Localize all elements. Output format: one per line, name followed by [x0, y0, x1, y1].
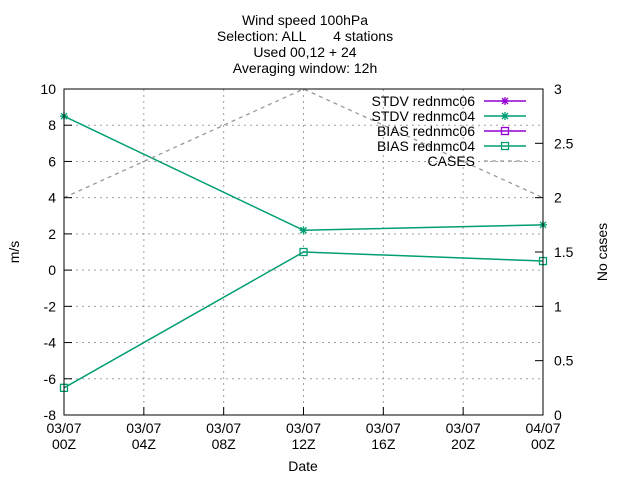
x-tick-label-hour: 00Z — [52, 436, 77, 452]
legend-label: STDV rednmc04 — [372, 108, 476, 124]
x-tick-label-date: 03/07 — [126, 420, 161, 436]
y2-tick-label: 1 — [554, 298, 562, 314]
x-tick-label-hour: 20Z — [451, 436, 476, 452]
data-point — [299, 226, 308, 235]
chart-title-line-2: Selection: ALL 4 stations — [216, 28, 394, 44]
legend-marker — [501, 112, 509, 120]
marker-stroke — [501, 97, 509, 105]
x-tick-label-hour: 12Z — [291, 436, 316, 452]
legend-label: CASES — [428, 153, 475, 169]
data-point — [299, 247, 308, 257]
x-tick-label-hour: 00Z — [531, 436, 556, 452]
x-tick-label-hour: 08Z — [212, 436, 237, 452]
legend-label: STDV rednmc06 — [372, 93, 476, 109]
x-axis-label: Date — [288, 458, 318, 474]
y2-tick-label: 3 — [554, 81, 562, 97]
legend-marker — [501, 97, 509, 105]
y-tick-label: -8 — [44, 407, 57, 423]
y-tick-label: 8 — [48, 117, 56, 133]
x-tick-label-date: 03/07 — [46, 420, 81, 436]
x-tick-label-date: 03/07 — [446, 420, 481, 436]
chart-title-line-4: Averaging window: 12h — [232, 60, 378, 76]
x-tick-label-date: 03/07 — [286, 420, 321, 436]
x-tick-label-date: 04/07 — [525, 420, 560, 436]
legend-marker — [500, 141, 510, 151]
y-tick-label: 10 — [40, 81, 56, 97]
marker-stroke — [501, 112, 509, 120]
y-tick-label: -2 — [44, 298, 57, 314]
y2-tick-label: 2 — [554, 190, 562, 206]
x-tick-label-hour: 16Z — [371, 436, 396, 452]
legend-marker — [500, 126, 510, 136]
axis-ticks: -8-6-4-2024681000.511.522.5303/0700Z03/0… — [40, 81, 573, 452]
y2-tick-label: 1.5 — [554, 244, 574, 260]
y-tick-label: -4 — [44, 335, 57, 351]
chart-title-line-3: Used 00,12 + 24 — [253, 44, 357, 60]
y-tick-label: 6 — [48, 153, 56, 169]
x-tick-label-date: 03/07 — [366, 420, 401, 436]
y-tick-label: 2 — [48, 226, 56, 242]
x-tick-label-hour: 04Z — [132, 436, 157, 452]
legend-label: BIAS rednmc06 — [377, 123, 475, 139]
chart-title-line-1: Wind speed 100hPa — [241, 12, 369, 28]
y2-axis-label: No cases — [594, 223, 610, 281]
marker-stroke — [300, 226, 307, 234]
y2-tick-label: 2.5 — [554, 135, 574, 151]
y2-tick-label: 0.5 — [554, 353, 574, 369]
series-line — [63, 251, 544, 389]
x-tick-label-date: 03/07 — [206, 420, 241, 436]
legend-label: BIAS rednmc04 — [377, 138, 475, 154]
y-tick-label: 0 — [48, 262, 56, 278]
y-tick-label: 4 — [48, 190, 56, 206]
y-axis-label: m/s — [6, 241, 22, 264]
y2-tick-label: 0 — [554, 407, 562, 423]
y-tick-label: -6 — [44, 371, 57, 387]
